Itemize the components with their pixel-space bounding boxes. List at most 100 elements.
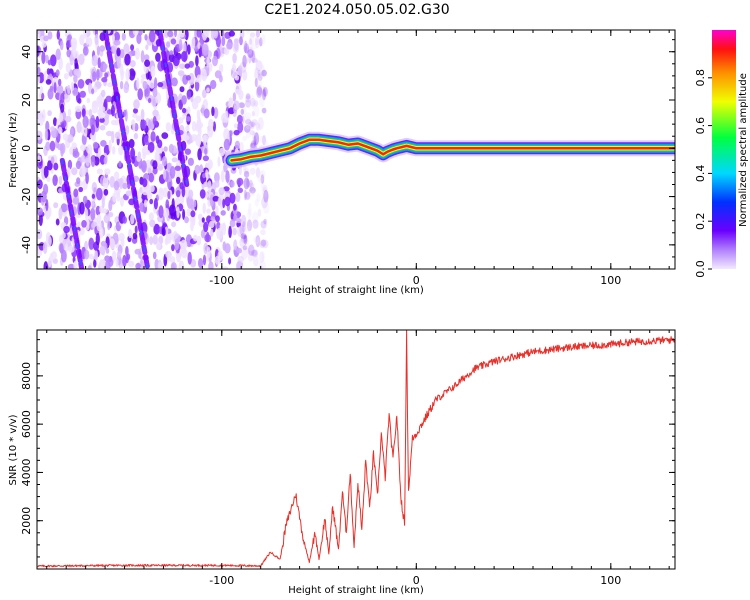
noise-speck xyxy=(232,92,237,102)
noise-speck xyxy=(66,40,72,48)
noise-speck xyxy=(71,142,77,150)
noise-speck xyxy=(49,140,56,152)
noise-speck xyxy=(76,221,81,229)
spectrogram-ytick-label: -40 xyxy=(20,236,33,254)
noise-speck xyxy=(46,176,51,183)
noise-speck xyxy=(260,182,265,192)
noise-speck xyxy=(83,30,88,39)
noise-speck xyxy=(216,227,224,240)
noise-speck xyxy=(141,160,147,173)
noise-speck xyxy=(99,117,105,123)
noise-speck xyxy=(118,145,124,156)
noise-speck xyxy=(133,132,139,140)
noise-speck xyxy=(198,258,204,269)
noise-speck xyxy=(243,234,248,245)
noise-speck xyxy=(251,94,255,104)
noise-speck xyxy=(59,40,64,51)
noise-speck xyxy=(245,131,251,139)
noise-speck xyxy=(179,86,185,93)
spectrogram-panel: -100 0 100 -40 -20 0 20 40 Height of straight l… xyxy=(8,29,676,296)
noise-speck xyxy=(253,105,260,117)
spectrogram-xlabel: Height of straight line (km) xyxy=(288,285,424,296)
noise-speck xyxy=(187,251,192,265)
noise-speck xyxy=(207,180,212,194)
noise-speck xyxy=(49,85,54,92)
noise-speck xyxy=(69,146,73,155)
noise-speck xyxy=(98,112,105,119)
noise-speck xyxy=(127,260,135,268)
snr-xtick-label: 0 xyxy=(413,574,420,587)
noise-speck xyxy=(186,195,194,209)
noise-speck xyxy=(58,175,63,186)
noise-speck xyxy=(157,82,164,88)
noise-speck xyxy=(109,176,116,188)
noise-speck xyxy=(58,57,63,70)
noise-speck xyxy=(254,101,258,108)
noise-speck xyxy=(125,125,130,135)
noise-speck xyxy=(125,68,130,81)
noise-speck xyxy=(193,199,197,208)
noise-speck xyxy=(100,240,107,247)
noise-speck xyxy=(136,77,140,90)
noise-speck xyxy=(262,201,270,214)
noise-speck xyxy=(37,207,43,216)
noise-speck xyxy=(219,147,226,157)
noise-speck xyxy=(161,156,168,167)
noise-speck xyxy=(261,64,265,77)
noise-speck xyxy=(131,237,138,244)
noise-speck xyxy=(177,70,185,77)
noise-speck xyxy=(205,169,209,179)
noise-speck xyxy=(246,247,250,254)
noise-speck xyxy=(37,155,42,163)
noise-speck xyxy=(94,250,99,261)
noise-speck xyxy=(180,51,188,62)
noise-speck xyxy=(249,187,256,194)
noise-speck xyxy=(111,104,115,117)
spectrogram-ytick-label: 20 xyxy=(20,93,33,107)
noise-speck xyxy=(71,41,75,50)
noise-speck xyxy=(144,34,148,41)
noise-speck xyxy=(130,214,135,225)
noise-speck xyxy=(87,265,92,269)
noise-speck xyxy=(250,97,256,107)
noise-speck xyxy=(146,164,153,174)
snr-xtick-label: 100 xyxy=(600,574,621,587)
noise-speck xyxy=(44,128,49,141)
noise-speck xyxy=(194,95,202,104)
noise-speck xyxy=(152,251,157,260)
noise-speck xyxy=(116,47,121,57)
noise-speck xyxy=(247,49,254,58)
noise-speck xyxy=(170,38,177,45)
noise-speck xyxy=(123,109,127,117)
noise-speck xyxy=(255,235,261,248)
noise-speck xyxy=(163,169,167,180)
noise-speck xyxy=(260,169,266,179)
noise-speck xyxy=(174,165,181,171)
noise-speck xyxy=(214,172,220,183)
noise-speck xyxy=(261,69,267,77)
noise-speck xyxy=(67,34,72,41)
noise-speck xyxy=(255,167,261,178)
noise-speck xyxy=(73,188,79,198)
noise-speck xyxy=(125,190,133,197)
spectrogram-streak-core xyxy=(61,159,83,269)
noise-speck xyxy=(45,54,49,64)
noise-speck xyxy=(209,63,213,72)
noise-speck xyxy=(257,208,262,217)
noise-speck xyxy=(114,131,120,140)
noise-speck xyxy=(90,207,96,221)
noise-speck xyxy=(47,257,52,268)
noise-speck xyxy=(56,85,64,94)
noise-speck xyxy=(261,33,266,45)
colorbar-label: Normalized spectral amplitude xyxy=(738,73,749,227)
noise-speck xyxy=(91,193,96,199)
noise-speck xyxy=(249,167,256,175)
noise-speck xyxy=(259,260,267,269)
noise-speck xyxy=(101,77,108,83)
colorbar-tick-label: 0.4 xyxy=(694,165,707,183)
noise-speck xyxy=(63,72,69,80)
noise-speck xyxy=(237,226,244,237)
noise-speck xyxy=(37,229,43,240)
noise-speck xyxy=(43,35,49,42)
noise-speck xyxy=(212,121,216,132)
